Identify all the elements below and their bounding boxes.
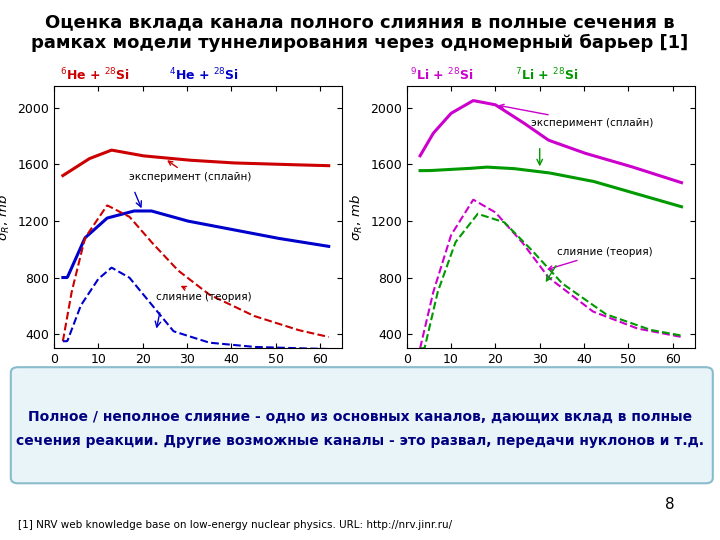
Text: $^7$Li + $^{28}$Si: $^7$Li + $^{28}$Si bbox=[515, 67, 578, 84]
Text: $^9$Li + $^{28}$Si: $^9$Li + $^{28}$Si bbox=[410, 67, 474, 84]
Text: слияние (теория): слияние (теория) bbox=[156, 286, 251, 302]
Text: эксперимент (сплайн): эксперимент (сплайн) bbox=[130, 161, 252, 182]
Text: [1] NRV web knowledge base on low-energy nuclear physics. URL: http://nrv.jinr.r: [1] NRV web knowledge base on low-energy… bbox=[18, 520, 452, 530]
Text: слияние (теория): слияние (теория) bbox=[549, 247, 653, 270]
Text: 8: 8 bbox=[665, 497, 675, 512]
X-axis label: $E_{\mathrm{lab}},\, A{\cdot}\mathrm{MeV}$: $E_{\mathrm{lab}},\, A{\cdot}\mathrm{MeV… bbox=[513, 372, 589, 387]
Text: эксперимент (сплайн): эксперимент (сплайн) bbox=[500, 104, 653, 128]
Text: сечения реакции. Другие возможные каналы - это развал, передачи нуклонов и т.д.: сечения реакции. Другие возможные каналы… bbox=[16, 435, 704, 448]
Y-axis label: $\sigma_R,\, mb$: $\sigma_R,\, mb$ bbox=[348, 194, 364, 241]
X-axis label: $E_{\mathrm{lab}},\, A{\cdot}\mathrm{MeV}$: $E_{\mathrm{lab}},\, A{\cdot}\mathrm{MeV… bbox=[160, 372, 236, 387]
Text: $^4$He + $^{28}$Si: $^4$He + $^{28}$Si bbox=[169, 67, 239, 84]
Text: Полное / неполное слияние - одно из основных каналов, дающих вклад в полные: Полное / неполное слияние - одно из осно… bbox=[28, 410, 692, 424]
Text: $^6$He + $^{28}$Si: $^6$He + $^{28}$Si bbox=[60, 67, 130, 84]
Y-axis label: $\sigma_R,\, mb$: $\sigma_R,\, mb$ bbox=[0, 194, 12, 241]
Text: Оценка вклада канала полного слияния в полные сечения в
рамках модели туннелиров: Оценка вклада канала полного слияния в п… bbox=[32, 14, 688, 52]
